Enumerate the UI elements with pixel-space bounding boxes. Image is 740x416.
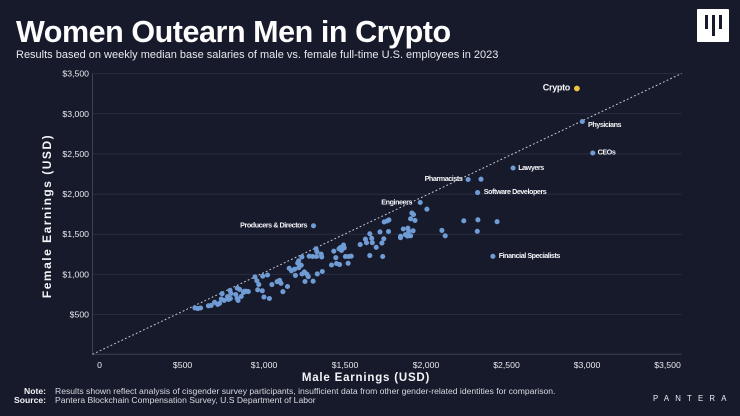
svg-text:Crypto: Crypto [543,82,571,92]
svg-text:$2,000: $2,000 [413,360,440,370]
svg-text:$1,000: $1,000 [251,360,278,370]
svg-text:$3,500: $3,500 [654,360,681,370]
svg-text:Pharmacists: Pharmacists [425,174,463,183]
svg-text:$1,500: $1,500 [62,229,89,239]
svg-text:Engineers: Engineers [381,198,412,207]
svg-text:Male Earnings (USD): Male Earnings (USD) [302,372,430,384]
svg-text:Female Earnings (USD): Female Earnings (USD) [40,134,54,298]
svg-text:$3,000: $3,000 [62,109,89,119]
svg-text:Physicians: Physicians [588,120,622,129]
svg-text:$2,500: $2,500 [493,360,520,370]
svg-text:Producers & Directors: Producers & Directors [240,221,307,230]
svg-text:$2,500: $2,500 [62,149,89,159]
svg-text:Software Developers: Software Developers [484,187,547,196]
svg-text:$500: $500 [70,310,89,320]
svg-text:$2,000: $2,000 [62,189,89,199]
svg-text:$1,000: $1,000 [62,269,89,279]
svg-text:0: 0 [97,360,102,370]
svg-text:Financial Specialists: Financial Specialists [499,251,561,260]
svg-text:$3,500: $3,500 [62,69,89,79]
svg-text:$1,500: $1,500 [332,360,359,370]
svg-text:Lawyers: Lawyers [518,163,544,172]
svg-text:CEOs: CEOs [598,148,616,157]
svg-text:$3,000: $3,000 [574,360,601,370]
svg-text:$500: $500 [173,360,192,370]
